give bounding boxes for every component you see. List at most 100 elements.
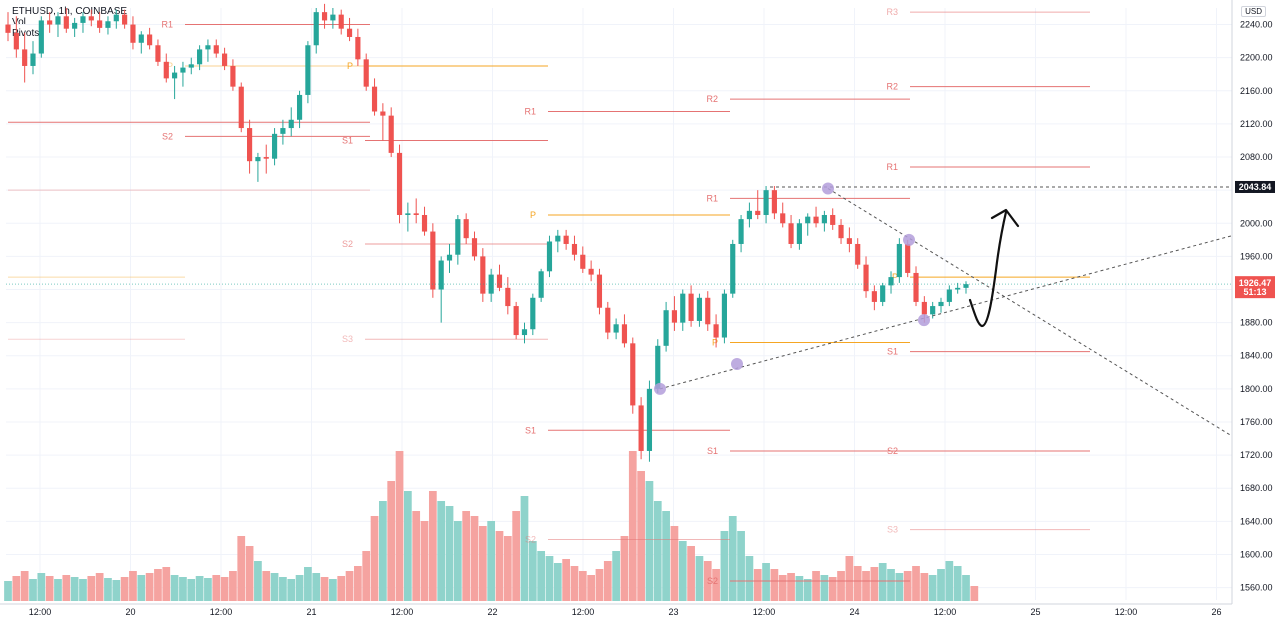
- x-tick-label[interactable]: 24: [849, 607, 859, 617]
- touch-point-marker[interactable]: [822, 182, 834, 195]
- candle-body: [97, 20, 103, 28]
- volume-bars: [4, 451, 979, 601]
- volume-bar: [945, 561, 954, 601]
- volume-bar: [878, 563, 887, 601]
- resistance-trendline[interactable]: [827, 188, 1233, 437]
- volume-bar: [645, 481, 654, 601]
- volume-bar: [312, 573, 321, 601]
- candle-body: [105, 21, 111, 28]
- x-tick-label[interactable]: 23: [668, 607, 678, 617]
- volume-bar: [195, 576, 204, 601]
- pivots-indicator-label[interactable]: Pivots: [12, 28, 40, 39]
- volume-bar: [212, 575, 221, 601]
- touch-point-marker[interactable]: [903, 233, 915, 246]
- support-trendline[interactable]: [659, 235, 1233, 390]
- candle-body: [696, 297, 703, 321]
- x-tick-label[interactable]: 12:00: [29, 607, 52, 617]
- candle-body: [230, 65, 236, 87]
- volume-bar: [387, 481, 396, 601]
- y-tick-label[interactable]: 1840.00: [1240, 351, 1273, 361]
- volume-bar: [528, 541, 537, 601]
- pivot-levels: R1 P S1 S2 S3 P S1 S2 S3 R1 P S1 S2 R2 R1 P S1 S2 R3 R2 R1 P S…: [8, 7, 1090, 586]
- y-tick-label[interactable]: 2080.00: [1240, 152, 1273, 162]
- y-tick-label[interactable]: 1560.00: [1240, 583, 1273, 593]
- pivot-label-r1: R1: [524, 106, 536, 116]
- touch-point-marker[interactable]: [654, 382, 666, 395]
- candle-body: [521, 329, 528, 336]
- volume-bar: [695, 556, 704, 601]
- candle-body: [280, 128, 286, 134]
- pivot-label-p: P: [892, 272, 898, 282]
- candle-body: [671, 310, 678, 323]
- pivot-label-s3: S3: [887, 525, 898, 535]
- volume-bar: [887, 569, 895, 601]
- volume-bar: [337, 576, 346, 601]
- volume-bar: [937, 569, 945, 601]
- x-tick-label[interactable]: 12:00: [210, 607, 233, 617]
- projection-arrow-head[interactable]: [990, 208, 1020, 228]
- volume-bar: [237, 536, 246, 601]
- volume-bar: [687, 546, 695, 601]
- level-price-tag[interactable]: 2043.84: [1235, 180, 1275, 193]
- candle-body: [805, 216, 811, 224]
- volume-bar: [245, 546, 254, 601]
- volume-bar: [753, 569, 762, 601]
- candle-body: [463, 219, 469, 239]
- x-tick-label[interactable]: 12:00: [1115, 607, 1138, 617]
- y-tick-label[interactable]: 1760.00: [1240, 417, 1273, 427]
- x-tick-label[interactable]: 12:00: [753, 607, 776, 617]
- volume-bar: [420, 521, 429, 601]
- volume-bar: [412, 511, 421, 601]
- projection-arrow[interactable]: [968, 210, 1008, 328]
- candle-body: [871, 291, 877, 302]
- candle-body: [197, 49, 203, 65]
- x-tick-label[interactable]: 25: [1030, 607, 1040, 617]
- volume-bar: [870, 567, 879, 601]
- volume-bar: [678, 541, 687, 601]
- currency-badge[interactable]: USD: [1241, 6, 1266, 17]
- y-tick-label[interactable]: 2120.00: [1240, 119, 1273, 129]
- volume-bar: [962, 575, 970, 601]
- y-tick-label[interactable]: 2240.00: [1240, 20, 1273, 30]
- volume-bar: [787, 573, 795, 601]
- volume-bar: [45, 576, 54, 601]
- y-tick-label[interactable]: 1960.00: [1240, 251, 1273, 261]
- y-tick-label[interactable]: 2000.00: [1240, 218, 1273, 228]
- symbol-title[interactable]: ETHUSD, 1h, COINBASE: [12, 6, 128, 17]
- y-tick-label[interactable]: 1720.00: [1240, 450, 1273, 460]
- y-tick-label[interactable]: 2200.00: [1240, 53, 1273, 63]
- y-tick-label[interactable]: 1800.00: [1240, 384, 1273, 394]
- pivot-label-s1: S1: [707, 446, 718, 456]
- touch-point-marker[interactable]: [918, 314, 930, 327]
- drawings[interactable]: [6, 182, 1233, 437]
- pivot-label-s2: S2: [707, 576, 718, 586]
- x-tick-label[interactable]: 22: [487, 607, 497, 617]
- x-tick-label[interactable]: 26: [1211, 607, 1221, 617]
- volume-bar: [520, 496, 529, 601]
- volume-indicator-label[interactable]: Vol: [12, 17, 26, 28]
- candle-body: [296, 94, 303, 120]
- x-tick-label[interactable]: 20: [125, 607, 135, 617]
- touch-point-marker[interactable]: [731, 358, 743, 371]
- candle-body: [663, 310, 669, 346]
- candle-body: [896, 243, 902, 278]
- x-tick-label[interactable]: 21: [306, 607, 316, 617]
- y-tick-label[interactable]: 1600.00: [1240, 549, 1273, 559]
- volume-bar: [795, 576, 804, 601]
- y-tick-label[interactable]: 1680.00: [1240, 483, 1273, 493]
- y-tick-label[interactable]: 2160.00: [1240, 86, 1273, 96]
- x-tick-label[interactable]: 12:00: [934, 607, 957, 617]
- y-tick-label[interactable]: 1880.00: [1240, 318, 1273, 328]
- candle-body: [38, 20, 44, 54]
- volume-bar: [295, 575, 304, 601]
- candle-body: [680, 293, 686, 323]
- candle-body: [546, 241, 553, 272]
- x-tick-label[interactable]: 12:00: [391, 607, 414, 617]
- y-tick-label[interactable]: 1640.00: [1240, 516, 1273, 526]
- volume-bar: [395, 451, 404, 601]
- volume-bar: [29, 579, 37, 601]
- x-tick-label[interactable]: 12:00: [572, 607, 595, 617]
